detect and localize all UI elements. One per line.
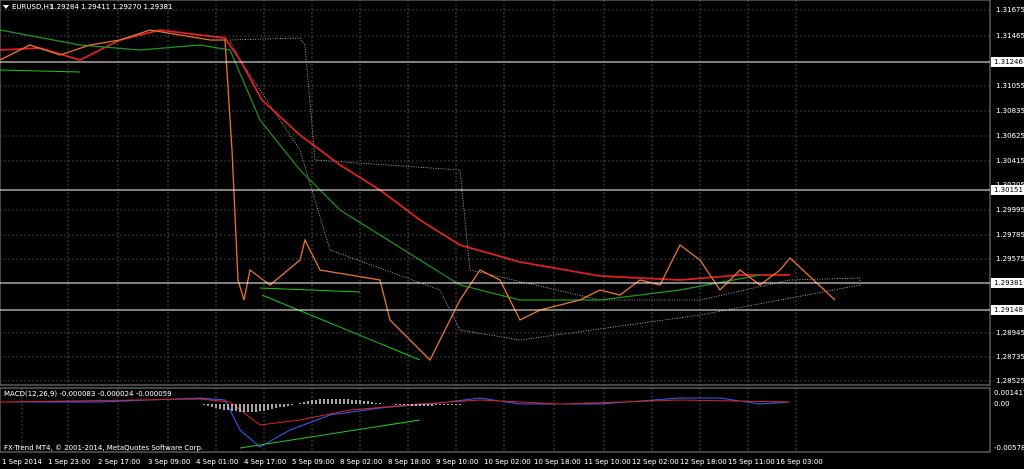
price-label: 1.29785: [996, 231, 1024, 239]
price-label: 1.30415: [996, 157, 1024, 165]
price-label: 1.29995: [996, 206, 1024, 214]
price-label-box: [991, 185, 1024, 195]
price-label-box: [991, 57, 1024, 67]
price-label: 1.29148: [994, 306, 1023, 314]
price-label: 1.29381: [994, 279, 1023, 287]
trendline: [0, 69, 81, 73]
price-label: 1.31675: [996, 6, 1024, 14]
moving-average-2: [0, 29, 761, 301]
main-frame: [0, 0, 991, 386]
time-label: 4 Sep 01:00: [196, 458, 238, 466]
price-label: 1.30625: [996, 132, 1024, 140]
time-label: 12 Sep 18:00: [680, 458, 727, 466]
time-label: 4 Sep 17:00: [244, 458, 286, 466]
price-label: 1.28945: [996, 329, 1024, 337]
time-label: 8 Sep 02:00: [340, 458, 382, 466]
price-label-box: [991, 305, 1024, 315]
macd-line: [0, 397, 791, 448]
price-line: [0, 29, 836, 362]
price-label: 1.28525: [996, 377, 1024, 385]
symbol: EURUSD,H1: [12, 3, 53, 11]
price-label: 1.28735: [996, 353, 1024, 361]
price-series: [0, 29, 861, 362]
time-label: 9 Sep 10:00: [436, 458, 478, 466]
price-label: 1.30835: [996, 107, 1024, 115]
time-label: 8 Sep 18:00: [388, 458, 430, 466]
price-label-box: [991, 278, 1024, 288]
macd-frame: [0, 387, 991, 453]
time-label: 1 Sep 2014: [2, 458, 42, 466]
copyright: FX-Trend MT4, © 2001-2014, MetaQuotes So…: [4, 444, 203, 452]
time-label: 1 Sep 23:00: [48, 458, 90, 466]
macd-series: [0, 397, 791, 449]
price-label: 1.30151: [994, 186, 1023, 194]
price-label: 1.31465: [996, 32, 1024, 40]
trendline: [261, 294, 421, 361]
price-label: 1.31246: [994, 58, 1023, 66]
time-label: 3 Sep 09:00: [148, 458, 190, 466]
divergence-line: [239, 419, 421, 449]
time-label: 5 Sep 09:00: [292, 458, 334, 466]
time-label: 16 Sep 03:00: [776, 458, 823, 466]
time-label: 10 Sep 18:00: [534, 458, 581, 466]
macd-axis-label: 0.00: [994, 400, 1010, 408]
time-label: 15 Sep 11:00: [728, 458, 775, 466]
moving-average: [0, 29, 790, 281]
time-label: 2 Sep 17:00: [98, 458, 140, 466]
macd-label: MACD(12,26,9) -0.000083 -0.000024 -0.000…: [4, 390, 172, 398]
trendline: [259, 287, 361, 293]
price-label: 1.31055: [996, 82, 1024, 90]
menu-arrow: [3, 5, 9, 9]
time-label: 10 Sep 02:00: [484, 458, 531, 466]
time-label: 12 Sep 02:00: [632, 458, 679, 466]
price-label: 1.29575: [996, 255, 1024, 263]
ichimoku-cloud: [229, 37, 861, 341]
time-label: 11 Sep 10:00: [584, 458, 631, 466]
quote: 1.29284 1.29411 1.29270 1.29381: [50, 3, 172, 11]
macd-axis-label: 0.001417: [994, 389, 1024, 397]
macd-axis-label: -0.005782: [994, 444, 1024, 452]
signal-line: [0, 398, 791, 426]
